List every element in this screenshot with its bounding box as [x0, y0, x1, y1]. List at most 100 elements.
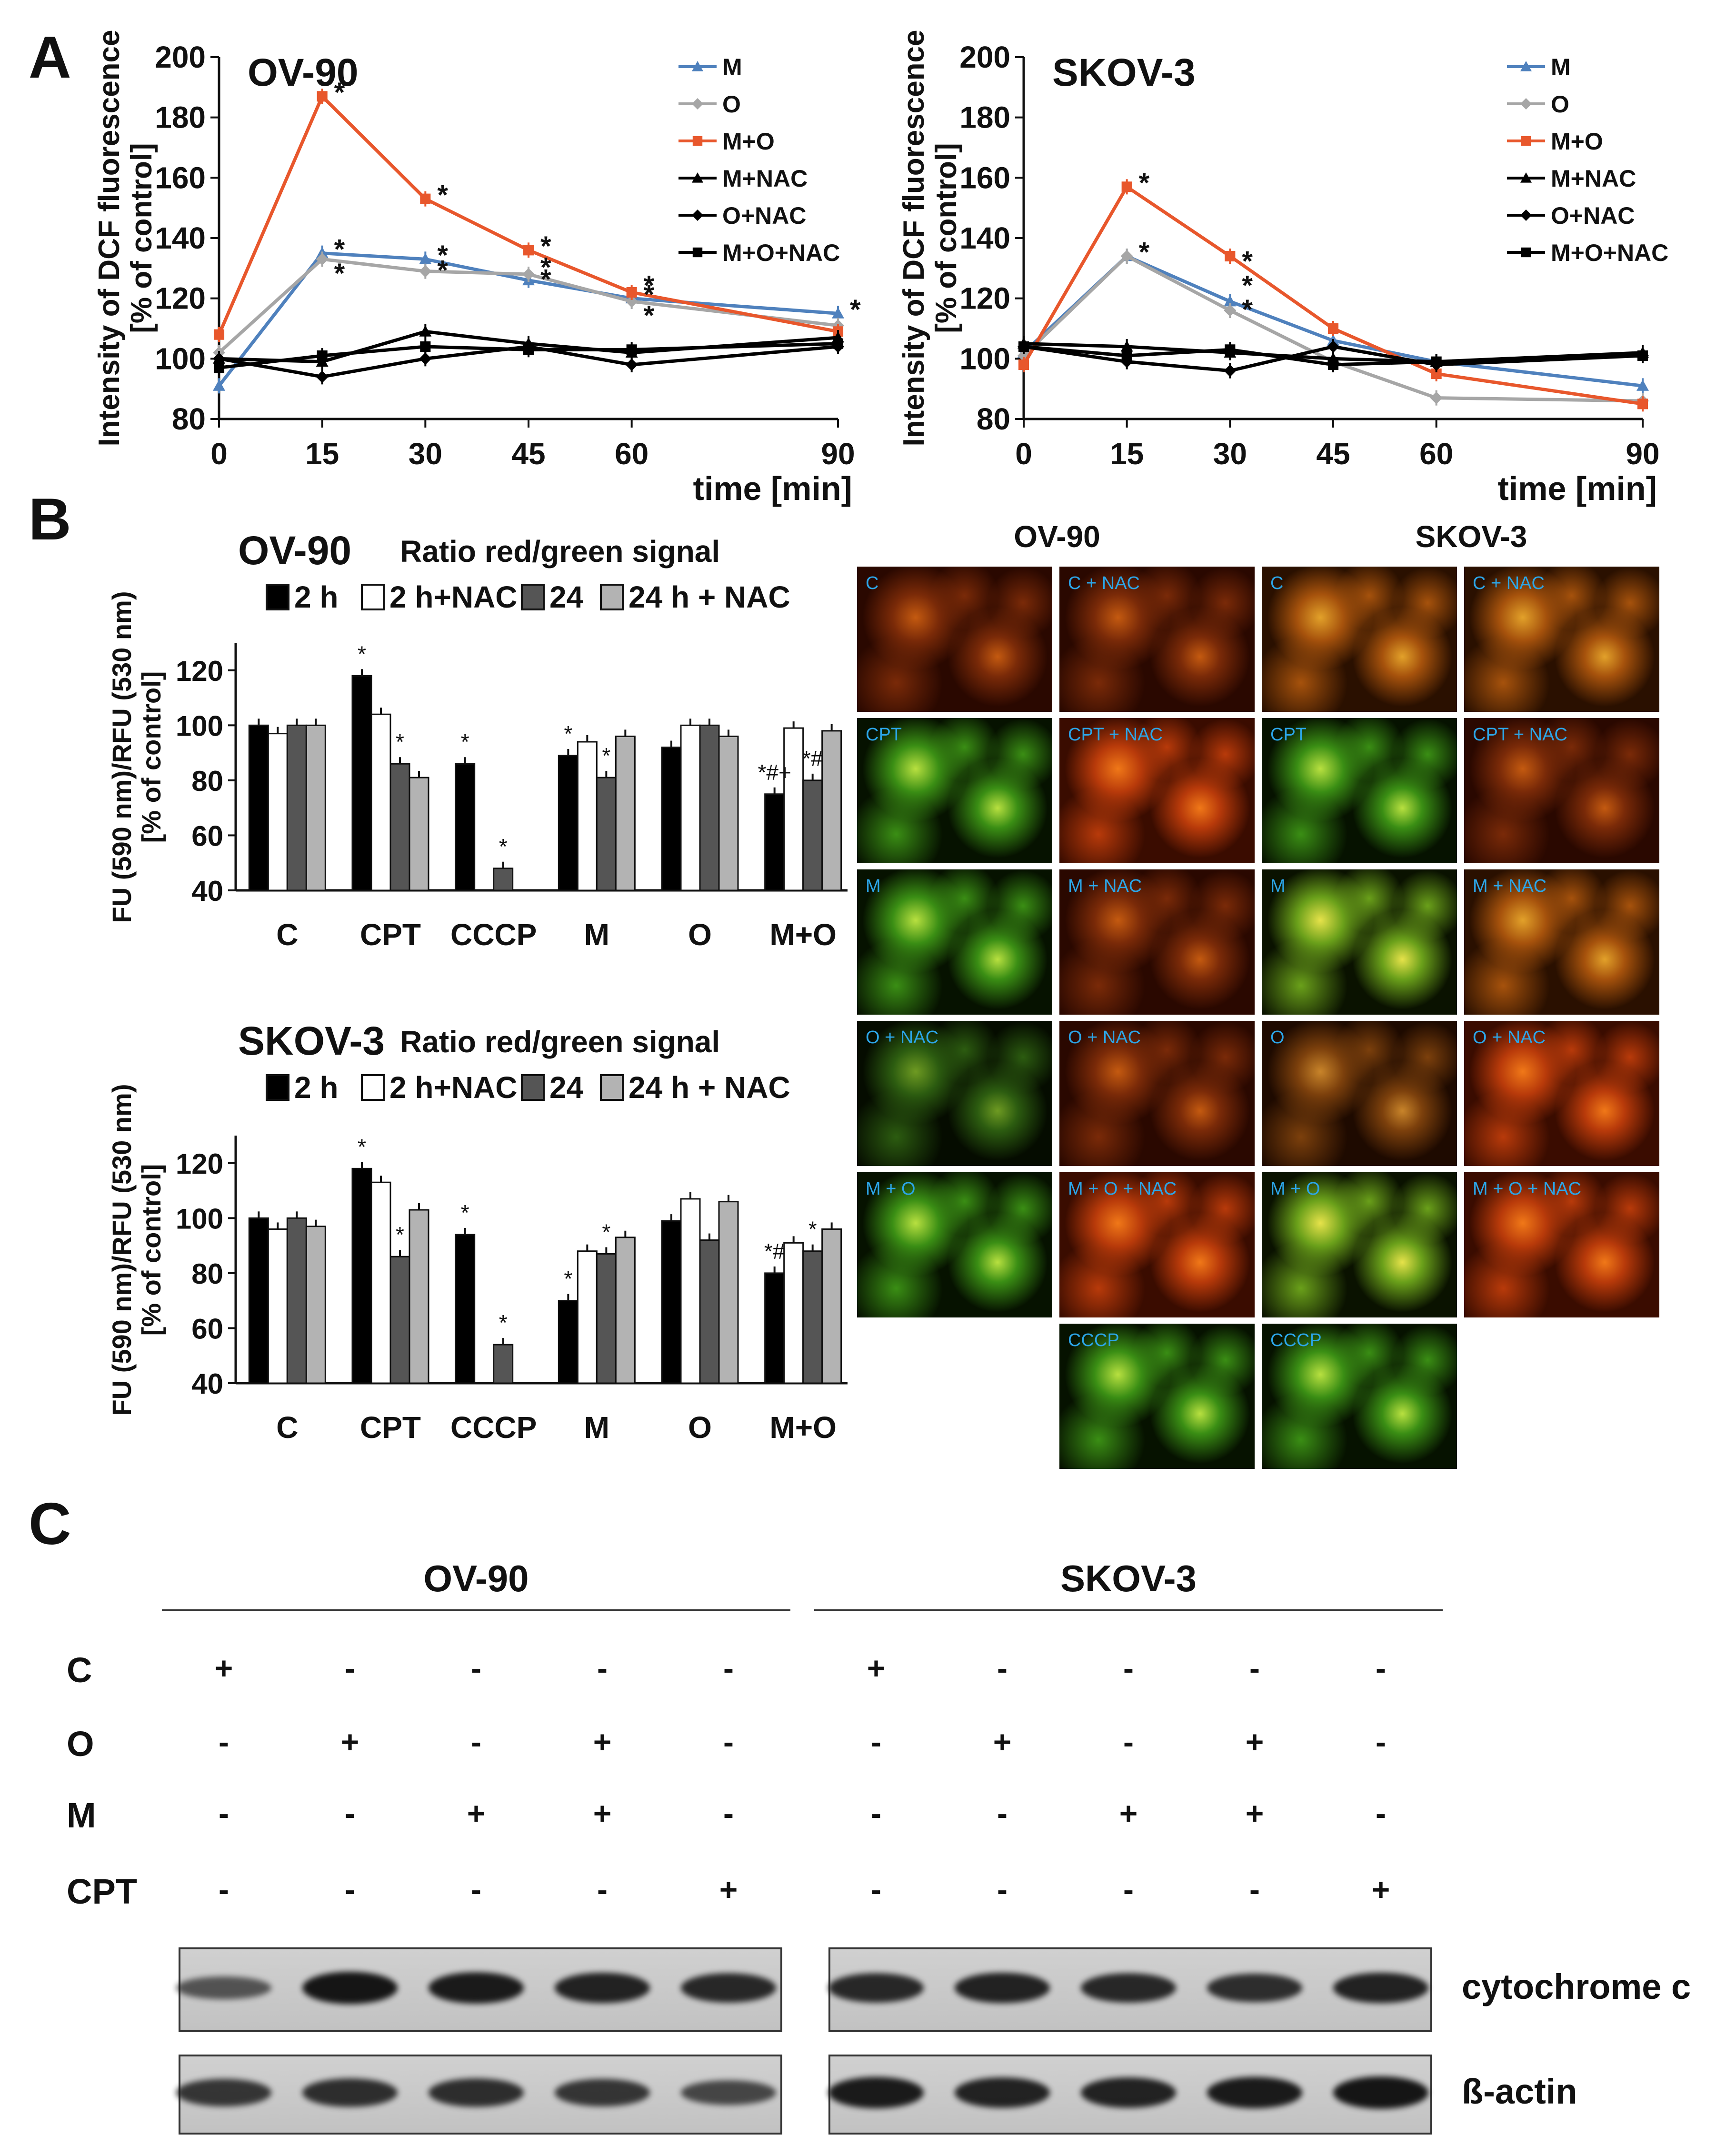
b2-bar: [389, 1256, 410, 1384]
a2-significance-mark: *: [1242, 246, 1253, 277]
treatment-sign: +: [593, 1796, 612, 1831]
micrograph-caption: CPT + NAC: [1473, 725, 1567, 745]
micrograph-tile: M + O + NAC: [1464, 1172, 1659, 1317]
b1-significance-mark: *#: [802, 746, 823, 771]
a1-series-line-1: [218, 257, 838, 354]
a1-significance-mark: *: [334, 258, 345, 289]
a1-legend-marker: [692, 98, 703, 110]
treatment-sign: -: [345, 1650, 355, 1686]
b2-significance-mark: *: [499, 1310, 508, 1335]
micrograph-caption: O + NAC: [866, 1028, 939, 1048]
a1-y-tick-label: 100: [155, 341, 206, 376]
micrograph-tile: C + NAC: [1464, 567, 1659, 712]
blot-band: [555, 2079, 650, 2106]
treatment-sign: -: [997, 1650, 1008, 1686]
a1-data-point: [625, 295, 638, 308]
a1-data-point: [419, 253, 432, 264]
micrograph-caption: M + O + NAC: [1068, 1179, 1177, 1199]
treatment-sign: -: [997, 1872, 1008, 1907]
a1-data-point: [626, 287, 637, 298]
a1-chart-title: OV-90: [248, 51, 358, 94]
row-label-c: C: [67, 1650, 92, 1690]
a1-legend-label: O: [722, 91, 741, 118]
a2-x-tick-label: 90: [1626, 437, 1659, 471]
panel-label-a: A: [29, 25, 71, 90]
treatment-sign: +: [593, 1724, 612, 1759]
b2-significance-mark: *: [461, 1200, 469, 1225]
a2-legend-marker: [1521, 247, 1531, 258]
a2-y-axis-label: Intensity of DCF fluorescence[% of contr…: [898, 30, 963, 446]
b2-bar: [455, 1234, 476, 1384]
blot-header-line-ov90: [162, 1609, 790, 1611]
a1-significance-mark: *: [334, 77, 345, 108]
blot-label-b-actin: ß-actin: [1462, 2072, 1577, 2111]
a2-significance-mark: *: [1139, 237, 1150, 268]
a2-data-point: [1327, 359, 1339, 370]
b2-bar: [248, 1217, 269, 1384]
treatment-sign: -: [219, 1796, 229, 1831]
a2-legend-label: M+NAC: [1551, 165, 1636, 192]
row-label-m: M: [67, 1796, 96, 1835]
b1-y-tick-label: 60: [191, 820, 223, 852]
b1-x-tick-label: CPT: [360, 918, 421, 952]
panel-label-c: C: [29, 1491, 71, 1557]
b1-bar: [389, 763, 410, 891]
b1-bar: [802, 779, 823, 891]
a2-legend-label: M: [1551, 54, 1571, 80]
treatment-sign: -: [1376, 1796, 1386, 1831]
micrograph-caption: M + O + NAC: [1473, 1179, 1582, 1199]
b2-chart-subtitle: Ratio red/green signal: [400, 1025, 720, 1059]
blot-band: [955, 2077, 1050, 2108]
a1-data-point: [626, 344, 637, 355]
treatment-sign: +: [340, 1724, 359, 1759]
a1-significance-mark: *: [437, 255, 448, 286]
b1-bar: [351, 675, 372, 891]
b1-y-tick-label: 100: [176, 710, 223, 742]
blot-band: [555, 1973, 650, 2003]
b2-bar: [370, 1181, 391, 1384]
b2-legend-label: 24: [549, 1070, 584, 1105]
a2-data-point: [1120, 340, 1133, 352]
b2-x-tick-label: C: [276, 1410, 298, 1445]
micrograph-caption: CCCP: [1270, 1330, 1322, 1350]
blot-band: [176, 2079, 271, 2106]
b1-legend-label: 2 h: [294, 580, 338, 614]
a1-legend-label: M+NAC: [722, 165, 808, 192]
b1-bar: [305, 724, 326, 891]
b1-x-tick-label: CCCP: [450, 918, 537, 952]
b1-bar: [370, 713, 391, 891]
a1-x-tick-label: 0: [210, 437, 228, 471]
a2-series-line-2: [1022, 184, 1643, 406]
b2-bar: [802, 1250, 823, 1384]
a1-data-point: [213, 352, 225, 365]
treatment-sign: -: [219, 1724, 229, 1759]
b1-x-tick-label: O: [688, 918, 712, 952]
blot-band: [1207, 1974, 1302, 2002]
treatment-sign: -: [723, 1796, 734, 1831]
b1-bar: [821, 730, 842, 891]
a1-significance-mark: *: [644, 279, 655, 310]
b1-bar: [577, 741, 598, 891]
micrograph-tile: O + NAC: [857, 1021, 1052, 1166]
blot-band: [302, 1972, 398, 2004]
a2-legend-label: O+NAC: [1551, 202, 1635, 229]
a2-data-point: [1431, 368, 1442, 379]
micrograph-tile: M: [1262, 869, 1457, 1015]
micrograph-caption: M + O: [866, 1179, 916, 1199]
micrograph-tile: M + O: [1262, 1172, 1457, 1317]
a1-legend-marker: [692, 61, 703, 71]
a2-data-point: [1430, 391, 1443, 404]
a1-significance-mark: *: [540, 264, 551, 295]
b1-legend-label: 2 h+NAC: [389, 580, 518, 614]
treatment-sign: -: [1376, 1724, 1386, 1759]
b1-bar: [680, 724, 701, 891]
b2-bar: [661, 1220, 682, 1384]
b1-y-tick-label: 40: [191, 875, 223, 907]
treatment-sign: -: [471, 1724, 481, 1759]
a2-legend-label: O: [1551, 91, 1569, 118]
a1-data-point: [625, 359, 638, 371]
treatment-sign: -: [1249, 1650, 1260, 1686]
b1-bar: [783, 727, 804, 891]
a1-significance-mark: *: [540, 231, 551, 262]
b2-significance-mark: *#: [764, 1239, 785, 1264]
